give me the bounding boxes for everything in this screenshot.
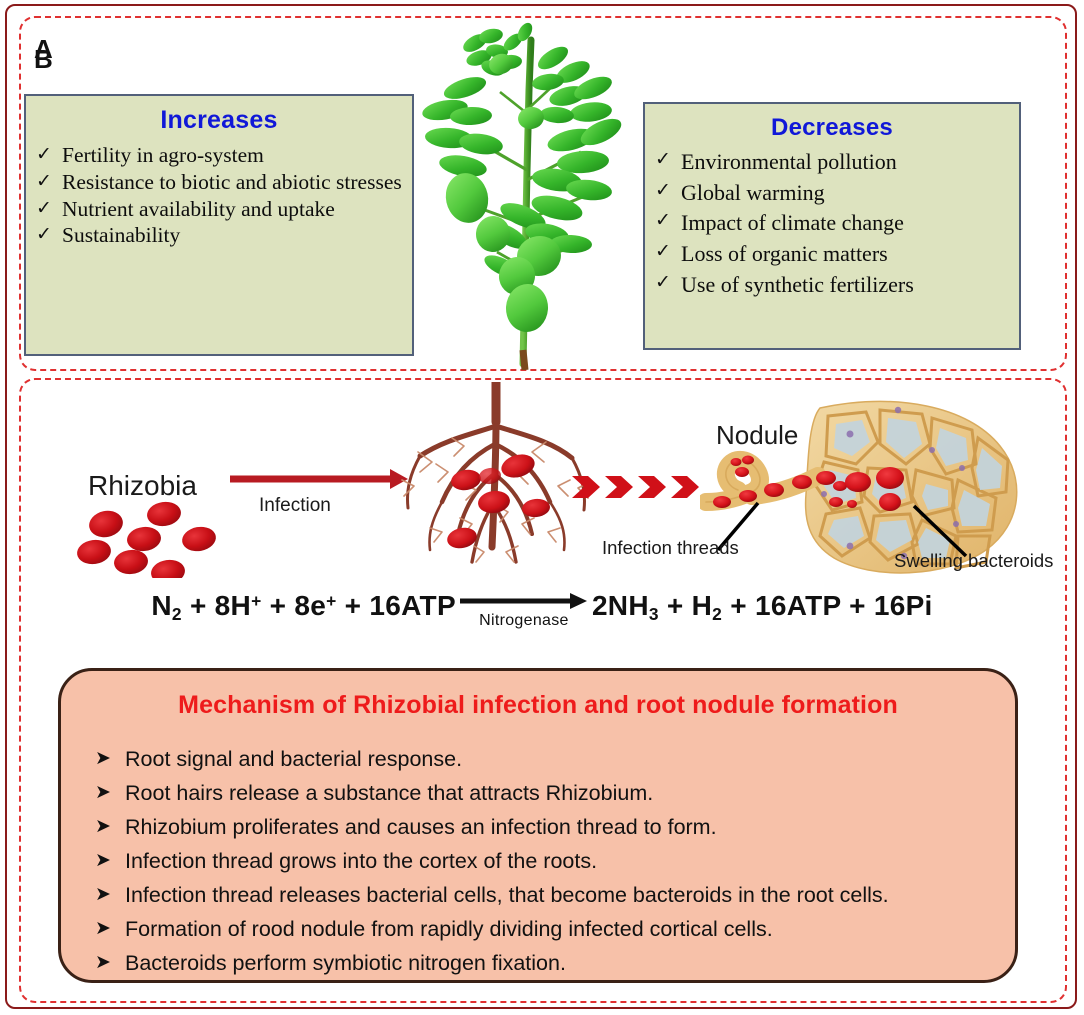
chevron-arrows-icon	[572, 470, 700, 512]
list-item: ➤ Bacteroids perform symbiotic nitrogen …	[95, 950, 989, 978]
arrow-bullet-icon: ➤	[95, 848, 111, 871]
arrow-bullet-icon: ➤	[95, 780, 111, 803]
check-icon: ✓	[655, 240, 671, 263]
list-item: ✓ Fertility in agro-system	[36, 143, 402, 169]
nitrogenase-arrow-icon: Nitrogenase	[459, 588, 588, 634]
decreases-item-text: Global warming	[681, 179, 825, 205]
list-item: ✓ Environmental pollution	[655, 148, 1009, 176]
check-icon: ✓	[36, 196, 52, 219]
decreases-item-text: Impact of climate change	[681, 210, 904, 236]
mechanism-item-text: Infection thread releases bacterial cell…	[125, 882, 889, 907]
panel-a-label: A	[34, 34, 53, 64]
decreases-item-text: Loss of organic matters	[681, 241, 888, 267]
list-item: ➤ Rhizobium proliferates and causes an i…	[95, 814, 989, 842]
mechanism-box: Mechanism of Rhizobial infection and roo…	[58, 668, 1018, 983]
check-icon: ✓	[36, 223, 52, 246]
equation-left-side: N2 + 8H+ + 8e+ + 16ATP	[151, 590, 456, 624]
swelling-bacteroids-label: Swelling bacteroids	[894, 550, 1054, 571]
infection-label: Infection	[259, 495, 331, 516]
increases-item-text: Fertility in agro-system	[62, 143, 264, 167]
rhizobia-label: Rhizobia	[88, 470, 197, 501]
decreases-item-text: Environmental pollution	[681, 149, 897, 174]
arrow-bullet-icon: ➤	[95, 814, 111, 837]
list-item: ➤ Formation of rood nodule from rapidly …	[95, 916, 989, 944]
mechanism-item-text: Root signal and bacterial response.	[125, 747, 463, 771]
mechanism-item-text: Infection thread grows into the cortex o…	[125, 848, 598, 873]
nodule-label: Nodule	[716, 420, 799, 450]
list-item: ➤ Root signal and bacterial response.	[95, 746, 989, 774]
check-icon: ✓	[655, 148, 671, 170]
list-item: ➤ Root hairs release a substance that at…	[95, 780, 989, 808]
check-icon: ✓	[36, 169, 52, 192]
mechanism-list: ➤ Root signal and bacterial response. ➤ …	[87, 746, 989, 978]
rhizobia-bacteria-icon	[68, 500, 243, 585]
list-item: ✓ Sustainability	[36, 223, 402, 249]
arrow-bullet-icon: ➤	[95, 916, 111, 939]
mechanism-item-text: Formation of rood nodule from rapidly di…	[125, 916, 773, 941]
panel-b-label: B	[34, 44, 53, 74]
check-icon: ✓	[655, 270, 671, 293]
infection-threads-label: Infection threads	[602, 537, 739, 558]
list-item: ✓ Nutrient availability and uptake	[36, 197, 402, 223]
equation-right-side: 2NH3 + H2 + 16ATP + 16Pi	[591, 590, 933, 624]
increases-box: Increases ✓ Fertility in agro-system ✓ R…	[24, 94, 414, 356]
list-item: ✓ Use of synthetic fertilizers	[655, 271, 1009, 299]
root-system-with-nodules-icon	[372, 377, 624, 578]
increases-title: Increases	[160, 106, 278, 134]
enzyme-label: Nitrogenase	[479, 612, 569, 629]
list-item: ➤ Infection thread releases bacterial ce…	[95, 882, 989, 910]
mechanism-title: Mechanism of Rhizobial infection and roo…	[178, 691, 898, 719]
legume-plant-icon	[405, 20, 657, 370]
arrow-bullet-icon: ➤	[95, 950, 111, 973]
nodule-cross-section-icon	[697, 398, 1052, 583]
mechanism-item-text: Root hairs release a substance that attr…	[125, 780, 654, 805]
increases-item-text: Sustainability	[62, 223, 181, 248]
decreases-title: Decreases	[771, 114, 893, 141]
increases-item-text: Nutrient availability and uptake	[62, 196, 335, 221]
arrow-bullet-icon: ➤	[95, 882, 111, 905]
mechanism-item-text: Rhizobium proliferates and causes an inf…	[125, 814, 717, 839]
check-icon: ✓	[36, 143, 52, 165]
list-item: ✓ Global warming	[655, 179, 1009, 207]
list-item: ✓ Loss of organic matters	[655, 240, 1009, 268]
decreases-item-text: Use of synthetic fertilizers	[681, 271, 914, 297]
decreases-box: Decreases ✓ Environmental pollution ✓ Gl…	[643, 102, 1021, 350]
list-item: ✓ Resistance to biotic and abiotic stres…	[36, 170, 402, 196]
infection-arrow-icon	[228, 462, 410, 522]
increases-item-text: Resistance to biotic and abiotic stresse…	[62, 169, 402, 194]
decreases-list: ✓ Environmental pollution ✓ Global warmi…	[655, 148, 1009, 299]
nitrogen-fixation-equation: N2 + 8H+ + 8e+ + 16ATP Nitrogenase 2NH3 …	[0, 588, 1084, 634]
increases-list: ✓ Fertility in agro-system ✓ Resistance …	[36, 143, 402, 249]
check-icon: ✓	[655, 178, 671, 201]
check-icon: ✓	[655, 209, 671, 232]
list-item: ✓ Impact of climate change	[655, 209, 1009, 237]
mechanism-item-text: Bacteroids perform symbiotic nitrogen fi…	[125, 950, 566, 975]
arrow-bullet-icon: ➤	[95, 747, 111, 769]
list-item: ➤ Infection thread grows into the cortex…	[95, 848, 989, 876]
